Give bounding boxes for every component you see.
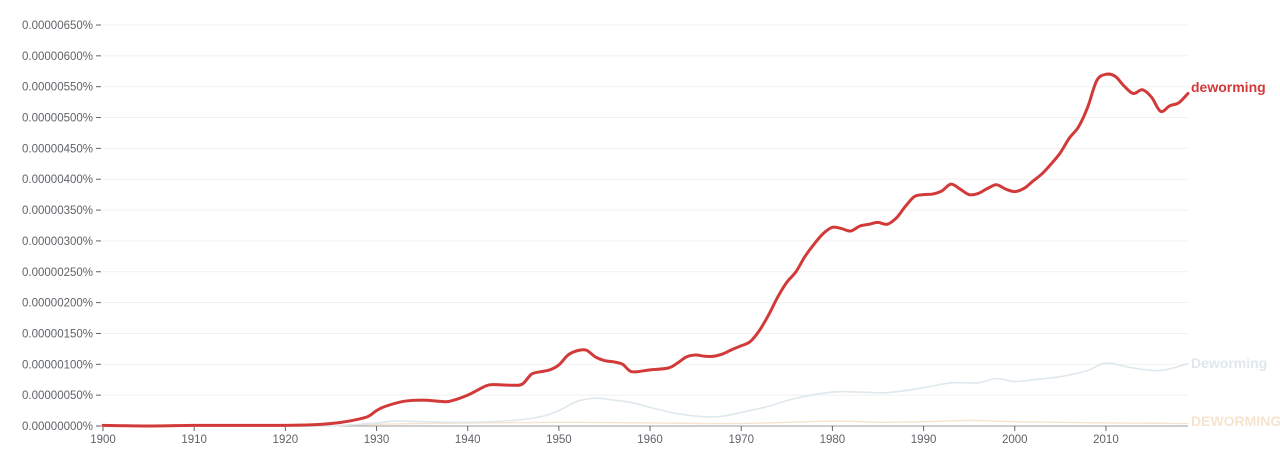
x-tick-label: 1910	[181, 434, 207, 446]
x-tick-label: 1990	[911, 434, 937, 446]
y-tick-label: 0.00000050%	[22, 390, 93, 402]
series-line-deworming[interactable]	[101, 72, 1190, 428]
x-tick-label: 1940	[455, 434, 481, 446]
x-tick-label: 2000	[1002, 434, 1028, 446]
x-tick-label: 1920	[273, 434, 299, 446]
y-tick-label: 0.00000250%	[22, 267, 93, 279]
y-tick-label: 0.00000450%	[22, 143, 93, 155]
series-label[interactable]: deworming	[1191, 79, 1266, 95]
series-label[interactable]: Deworming	[1191, 355, 1267, 371]
x-tick-label: 1970	[728, 434, 754, 446]
y-tick-label: 0.00000550%	[22, 82, 93, 94]
y-tick-label: 0.00000350%	[22, 205, 93, 217]
y-tick-label: 0.00000300%	[22, 236, 93, 248]
x-tick-label: 1900	[90, 434, 116, 446]
x-tick-label: 1930	[364, 434, 390, 446]
y-tick-label: 0.00000500%	[22, 113, 93, 125]
y-tick-label: 0.00000650%	[22, 20, 93, 32]
y-tick-label: 0.00000400%	[22, 174, 93, 186]
series-lines	[101, 72, 1190, 428]
x-tick-label: 1960	[637, 434, 663, 446]
x-tick-label: 1980	[820, 434, 846, 446]
series-label[interactable]: DEWORMING	[1191, 413, 1280, 429]
gridlines	[103, 24, 1188, 396]
y-tick-label: 0.00000600%	[22, 51, 93, 63]
series-labels: deworming Deworming DEWORMING	[1191, 79, 1280, 429]
y-tick-label: 0.00000100%	[22, 359, 93, 371]
series-line-deworming[interactable]	[102, 362, 1189, 428]
y-tick-label: 0.00000200%	[22, 298, 93, 310]
y-tick-label: 0.00000000%	[22, 421, 93, 433]
x-tick-label: 2010	[1093, 434, 1119, 446]
x-tick-label: 1950	[546, 434, 572, 446]
y-tick-label: 0.00000150%	[22, 328, 93, 340]
